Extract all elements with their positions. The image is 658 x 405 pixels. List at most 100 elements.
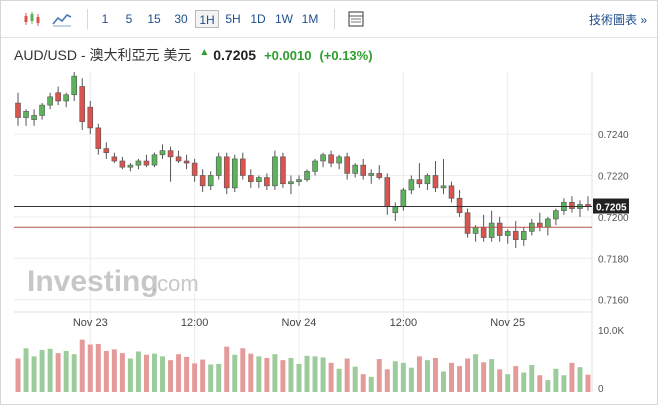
volume-bar [545,380,551,392]
last-price-badge [593,198,629,214]
candle-body [127,164,134,168]
volume-bar [569,362,575,392]
candle-body [472,226,479,234]
volume-bar [561,375,567,392]
volume-bar [416,356,422,392]
candle-body [312,160,318,172]
candle-body [296,179,302,182]
candle-body [248,175,254,182]
volume-bar [304,355,310,392]
x-tick-label: Nov 23 [73,317,108,329]
candle-body [191,162,198,176]
candle-body [504,231,511,236]
candle-body [280,156,286,185]
candle-body [175,156,182,162]
candle-body [111,156,118,162]
volume-tick-label: 10.0K [598,326,624,337]
x-tick-label: 12:00 [181,317,209,329]
volume-bar [424,360,430,392]
table-icon[interactable] [345,10,367,28]
volume-bar [465,358,471,392]
timeframe-5m[interactable]: 5 [125,12,133,26]
timeframe-1mo[interactable]: 1M [301,12,319,26]
candle-body [545,218,551,228]
volume-bar [71,354,77,392]
timeframe-30m[interactable]: 30 [174,12,188,26]
volume-bar [288,357,294,392]
volume-bar [344,358,350,392]
investing-watermark-suffix: .com [151,271,199,296]
volume-bar [457,366,463,392]
volume-bar [489,359,495,392]
volume-bar [320,357,326,392]
candle-body [480,226,487,238]
toolbar-divider [87,9,88,29]
volume-bar [360,374,366,392]
volume-bar [272,354,278,392]
toolbar-divider [334,9,335,29]
volume-bar [296,363,302,392]
volume-bar [160,356,166,392]
volume-bar [328,362,334,392]
volume-bar [481,362,487,392]
candle-body [328,154,334,164]
timeframe-15m[interactable]: 15 [147,12,161,26]
volume-tick-label: 0 [598,384,604,395]
candle-body [448,185,455,199]
price-change-percent: (+0.13%) [319,47,373,63]
candlestick-icon[interactable] [21,10,43,28]
candle-body [384,177,391,207]
candle-body [376,173,383,178]
candle-body [304,171,310,180]
timeframe-1h[interactable]: 1H [195,10,219,28]
volume-bar [95,343,101,392]
volume-bar [63,350,69,392]
timeframe-1m[interactable]: 1 [101,12,109,26]
candle-body [456,197,463,214]
candle-body [424,175,431,185]
volume-bar [87,344,93,392]
up-arrow-icon: ▲ [199,46,210,58]
timeframe-1w[interactable]: 1W [275,12,293,26]
volume-bar [39,349,45,392]
candle-body [15,102,21,118]
volume-bar [513,366,519,392]
candle-body [199,175,206,187]
candle-body [71,75,77,96]
candle-body [416,179,423,185]
volume-bar [585,374,591,392]
timeframe-1d[interactable]: 1D [250,12,266,26]
volume-bar [55,353,61,392]
volume-bar [505,374,511,392]
pair-name: AUD/USD - 澳大利亞元 美元 [14,47,192,63]
volume-bar [127,358,133,392]
candle-body [553,210,559,220]
volume-bar [135,351,141,392]
volume-bar [208,364,214,392]
candle-body [488,222,495,238]
candle-body [392,206,399,214]
candle-body [352,164,358,174]
candle-body [344,156,350,174]
technical-chart-link[interactable]: 技術圖表 » [588,13,647,27]
volume-bar [256,356,262,392]
y-tick-label: 0.7240 [598,130,629,141]
candle-body [569,202,575,209]
area-chart-icon[interactable] [51,10,73,28]
volume-bar [577,367,583,392]
volume-bar [119,353,125,392]
volume-bar [31,356,37,392]
volume-bar [384,369,390,392]
candle-body [223,156,230,189]
candle-body [31,115,37,120]
volume-bar [376,359,382,392]
candle-body [231,158,238,189]
volume-bar [432,357,438,392]
candle-body [400,189,407,207]
candle-body [240,158,246,176]
y-tick-label: 0.7160 [598,296,629,307]
volume-bar [79,339,85,392]
volume-bar [368,376,374,392]
timeframe-5h[interactable]: 5H [225,12,241,26]
